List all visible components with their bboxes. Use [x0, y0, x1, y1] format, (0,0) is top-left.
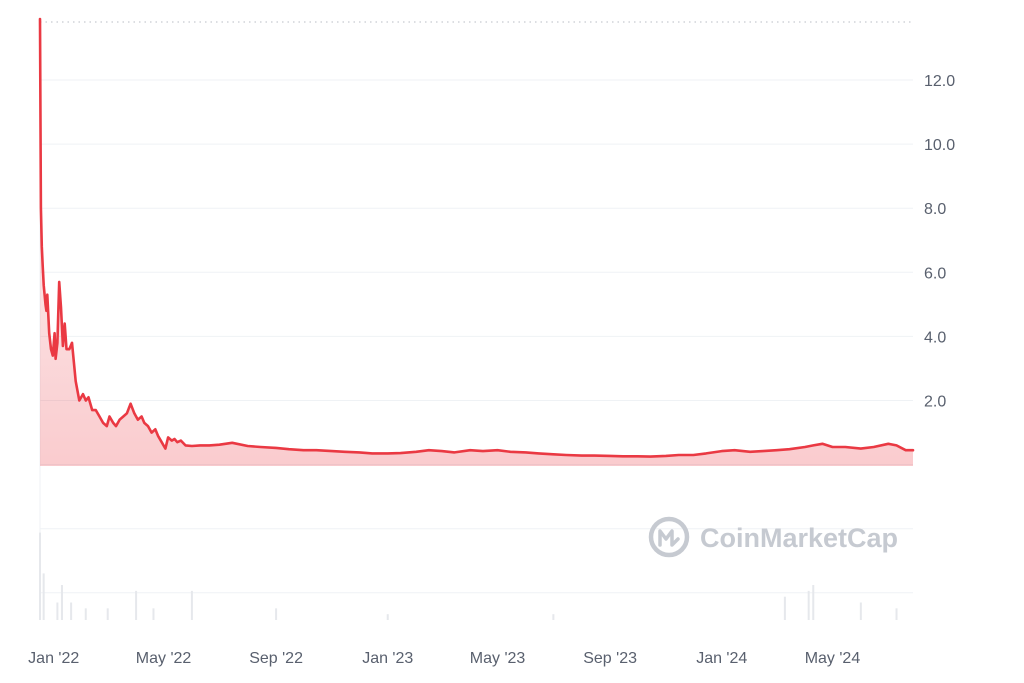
- y-tick-label: 8.0: [924, 201, 946, 218]
- y-tick-label: 12.0: [924, 73, 955, 90]
- volume-bar: [60, 585, 63, 620]
- coinmarketcap-logo-icon: [648, 516, 690, 558]
- price-area-fill: [40, 19, 913, 466]
- watermark: CoinMarketCap: [648, 516, 898, 558]
- x-tick-label: May '24: [805, 650, 861, 667]
- volume-bar: [859, 602, 862, 620]
- x-axis: Jan '22 May '22 Sep '22 Jan '23 May '23 Sep '…: [28, 650, 860, 667]
- volume-bar: [275, 608, 278, 620]
- x-tick-label: Sep '23: [583, 650, 637, 667]
- y-tick-label: 4.0: [924, 329, 946, 346]
- y-tick-label: 10.0: [924, 137, 955, 154]
- x-tick-label: Jan '24: [696, 650, 747, 667]
- volume-bar: [895, 608, 898, 620]
- volume-bar: [552, 614, 555, 620]
- volume-bar: [386, 614, 389, 620]
- price-line-layer: [38, 17, 915, 458]
- x-tick-label: Sep '22: [249, 650, 303, 667]
- x-tick-label: Jan '22: [28, 650, 79, 667]
- x-tick-label: May '22: [136, 650, 192, 667]
- volume-bar: [783, 596, 786, 620]
- volume-bar: [56, 602, 59, 620]
- volume-bar: [190, 590, 193, 620]
- volume-bar: [106, 608, 109, 620]
- x-tick-label: Jan '23: [362, 650, 413, 667]
- volume-bars: [39, 532, 898, 620]
- y-tick-label: 6.0: [924, 265, 946, 282]
- y-axis: 2.0 4.0 6.0 8.0 10.0 12.0: [924, 73, 955, 411]
- x-tick-label: May '23: [470, 650, 526, 667]
- y-tick-label: 2.0: [924, 394, 946, 411]
- volume-bar: [42, 573, 45, 620]
- volume-bar: [84, 608, 87, 620]
- volume-bar: [812, 585, 815, 620]
- price-line: [38, 17, 915, 458]
- volume-bar: [152, 608, 155, 620]
- volume-bar: [70, 602, 73, 620]
- volume-bar: [135, 590, 138, 620]
- watermark-text: CoinMarketCap: [700, 523, 898, 553]
- volume-bar: [807, 590, 810, 620]
- price-area: [40, 19, 913, 466]
- volume-bar: [39, 532, 41, 620]
